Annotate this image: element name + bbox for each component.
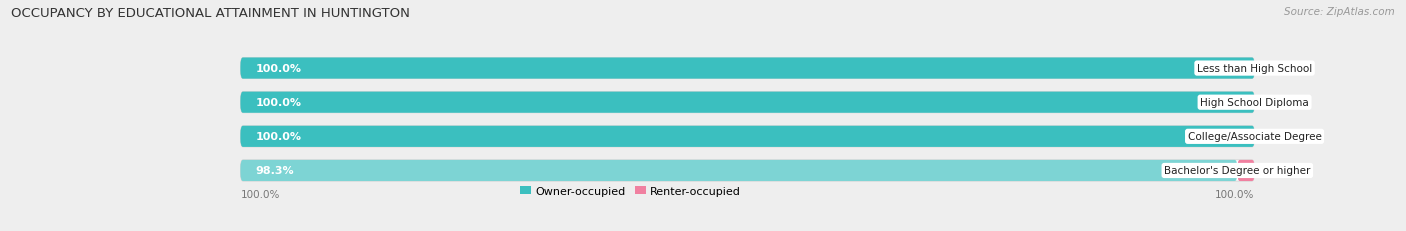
- Text: 100.0%: 100.0%: [256, 64, 302, 74]
- Text: 0.0%: 0.0%: [1270, 132, 1298, 142]
- Text: 1.7%: 1.7%: [1270, 166, 1298, 176]
- Text: 0.0%: 0.0%: [1270, 98, 1298, 108]
- Text: 98.3%: 98.3%: [256, 166, 294, 176]
- Text: Bachelor's Degree or higher: Bachelor's Degree or higher: [1164, 166, 1310, 176]
- Text: College/Associate Degree: College/Associate Degree: [1188, 132, 1322, 142]
- FancyBboxPatch shape: [240, 126, 1254, 147]
- FancyBboxPatch shape: [240, 160, 1254, 181]
- FancyBboxPatch shape: [240, 92, 1254, 113]
- Text: High School Diploma: High School Diploma: [1201, 98, 1309, 108]
- FancyBboxPatch shape: [240, 58, 1254, 79]
- Legend: Owner-occupied, Renter-occupied: Owner-occupied, Renter-occupied: [520, 186, 741, 196]
- Text: 0.0%: 0.0%: [1270, 64, 1298, 74]
- Text: Source: ZipAtlas.com: Source: ZipAtlas.com: [1284, 7, 1395, 17]
- FancyBboxPatch shape: [240, 160, 1237, 181]
- Text: 100.0%: 100.0%: [240, 189, 280, 199]
- Text: OCCUPANCY BY EDUCATIONAL ATTAINMENT IN HUNTINGTON: OCCUPANCY BY EDUCATIONAL ATTAINMENT IN H…: [11, 7, 411, 20]
- Text: 100.0%: 100.0%: [256, 98, 302, 108]
- FancyBboxPatch shape: [240, 126, 1254, 147]
- FancyBboxPatch shape: [240, 92, 1254, 113]
- Text: 100.0%: 100.0%: [256, 132, 302, 142]
- FancyBboxPatch shape: [240, 58, 1254, 79]
- Text: 100.0%: 100.0%: [1215, 189, 1254, 199]
- FancyBboxPatch shape: [1237, 160, 1254, 181]
- Text: Less than High School: Less than High School: [1197, 64, 1312, 74]
